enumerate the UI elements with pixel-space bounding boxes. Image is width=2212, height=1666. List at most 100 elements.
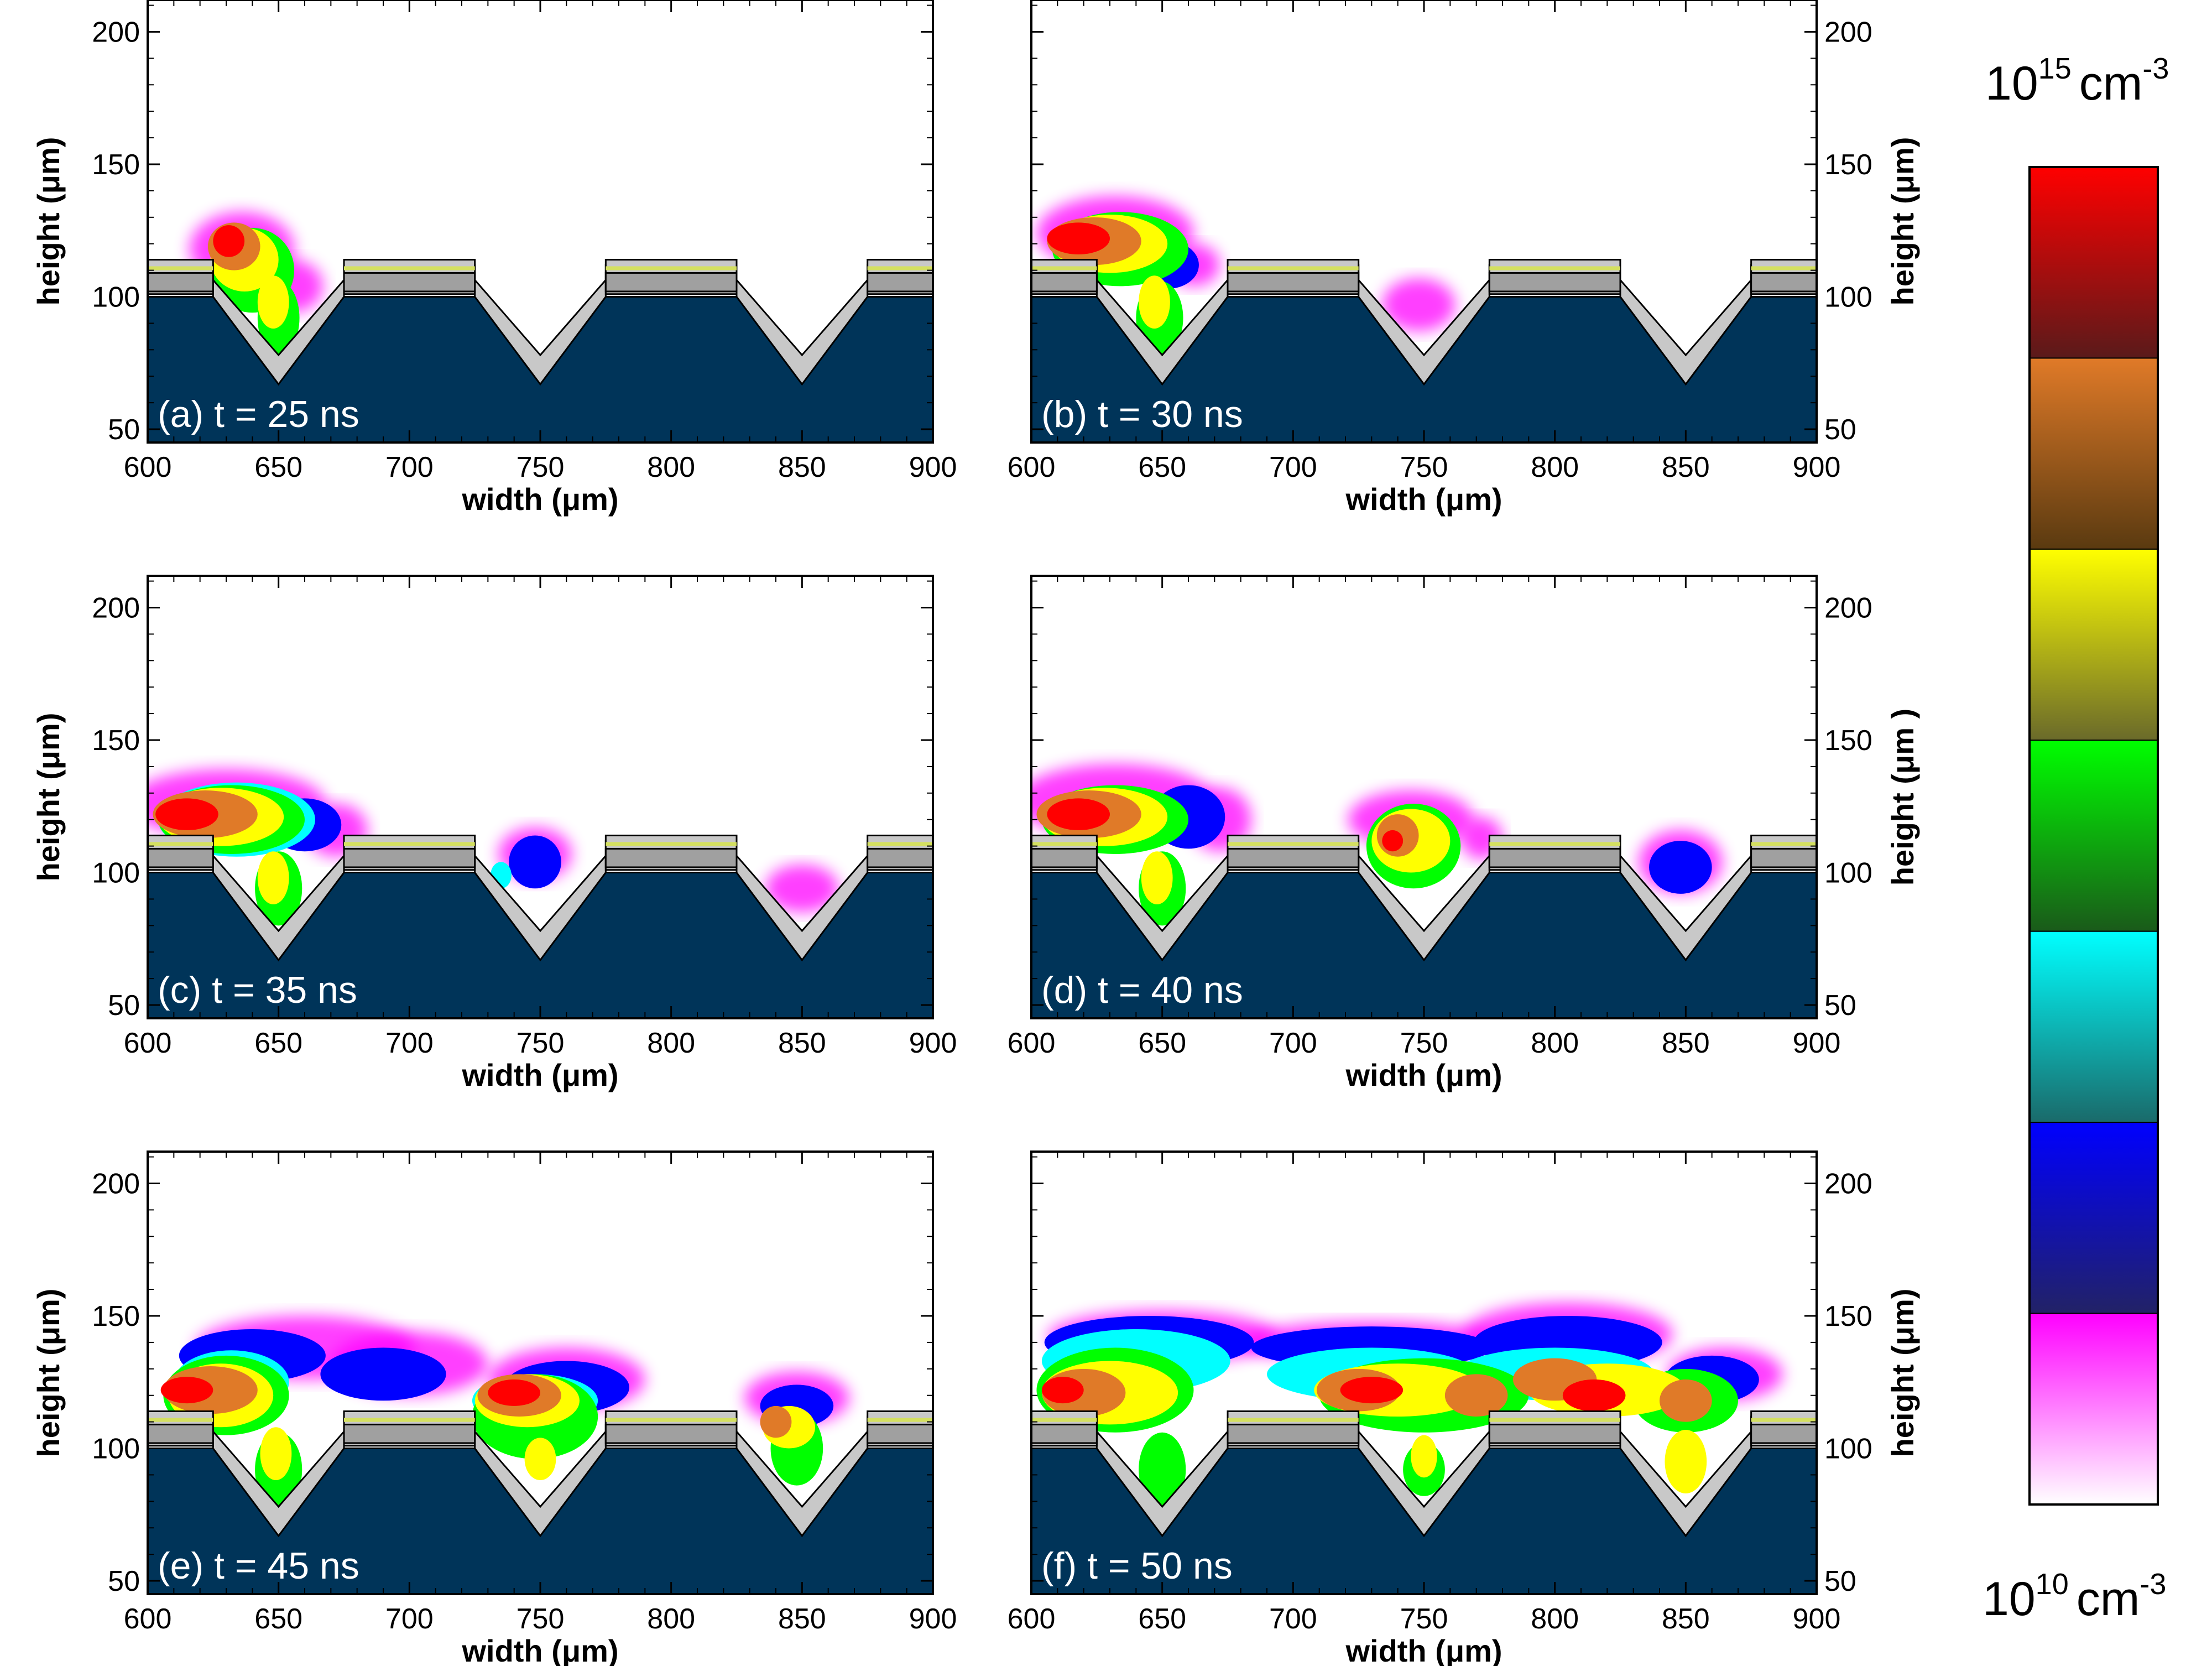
plot-area <box>148 576 933 1018</box>
density-contour <box>524 1438 556 1481</box>
density-contour <box>257 851 289 905</box>
x-tick-label: 800 <box>1531 1603 1579 1635</box>
plot-area <box>148 1152 933 1594</box>
y-tick-label: 200 <box>1824 592 1872 624</box>
electrode <box>1031 272 1098 293</box>
y-tick-label: 50 <box>1824 990 1856 1022</box>
x-tick-label: 700 <box>385 1603 434 1635</box>
x-axis-label: width (μm) <box>461 1058 618 1092</box>
electrode <box>1488 847 1621 868</box>
x-tick-label: 650 <box>254 451 302 483</box>
electrode <box>148 1423 214 1444</box>
density-contour <box>155 798 218 830</box>
y-tick-label: 200 <box>92 592 140 624</box>
panel-label: (b) t = 30 ns <box>1041 393 1243 435</box>
electrode <box>604 272 738 293</box>
x-tick-label: 650 <box>1138 451 1186 483</box>
colorbar-band <box>2029 930 2158 1123</box>
x-tick-label: 850 <box>1662 1603 1710 1635</box>
x-tick-label: 750 <box>517 451 565 483</box>
electrode-stripe <box>1228 1418 1359 1422</box>
y-tick-label: 100 <box>92 282 140 314</box>
density-contour <box>1340 1377 1404 1404</box>
colorbar-bands <box>2029 166 2158 1506</box>
density-contour <box>320 1347 446 1401</box>
electrode-stripe <box>344 266 475 270</box>
y-tick-label: 150 <box>1824 725 1872 757</box>
electrode <box>1227 272 1360 293</box>
density-contour <box>1139 275 1170 329</box>
density-contour <box>1411 1435 1437 1478</box>
x-tick-label: 650 <box>254 1603 302 1635</box>
y-tick-label: 50 <box>108 414 140 446</box>
x-axis-label: width (μm) <box>1345 1633 1502 1666</box>
y-tick-label: 100 <box>1824 1433 1872 1465</box>
electrode <box>867 272 933 293</box>
electrode <box>148 847 214 868</box>
density-contour <box>1665 1429 1707 1493</box>
electrode <box>343 1423 476 1444</box>
electrode-stripe <box>1031 266 1097 270</box>
x-tick-label: 900 <box>909 1027 957 1059</box>
panel-a: 600 650 700 750 800 850 900 50 100 150 200 width (μ… <box>31 0 957 517</box>
electrode <box>1031 1423 1098 1444</box>
x-tick-label: 800 <box>647 451 695 483</box>
x-tick-label: 900 <box>909 451 957 483</box>
electrode <box>1227 1423 1360 1444</box>
electrode-stripe <box>867 1418 933 1422</box>
colorbar-frame <box>2028 166 2159 1506</box>
density-contour <box>1382 830 1404 852</box>
x-axis-label: width (μm) <box>1345 1058 1502 1092</box>
plasma-density <box>160 1316 849 1507</box>
electrode-stripe <box>1489 842 1620 846</box>
y-axis-label: height (μm) <box>31 137 66 306</box>
panel-label: (e) t = 45 ns <box>158 1545 359 1587</box>
plot-area <box>1031 0 1817 442</box>
density-contour <box>1041 1377 1084 1404</box>
y-tick-label: 50 <box>108 990 140 1022</box>
panel-c: 600 650 700 750 800 850 900 50 100 150 200 width (μ… <box>31 575 957 1092</box>
x-tick-label: 650 <box>1138 1603 1186 1635</box>
panel-e: 600 650 700 750 800 850 900 50 100 150 200 width (μ… <box>31 1150 957 1666</box>
colorbar-top-label: 1015 cm-3 <box>1985 52 2169 110</box>
y-tick-label: 50 <box>1824 1565 1856 1597</box>
colorbar: 1015 cm-3 1010 cm-3 <box>1983 52 2169 1626</box>
colorbar-band <box>2029 740 2158 932</box>
electrode-stripe <box>1228 842 1359 846</box>
density-contour <box>257 275 289 329</box>
x-tick-label: 900 <box>1793 451 1841 483</box>
density-contour <box>765 865 839 913</box>
x-tick-label: 600 <box>1008 1603 1056 1635</box>
electrode <box>1031 847 1098 868</box>
x-axis-label: width (μm) <box>461 482 618 517</box>
x-tick-label: 800 <box>1531 451 1579 483</box>
density-contour <box>1382 278 1455 331</box>
y-tick-label: 100 <box>1824 857 1872 889</box>
density-contour <box>260 1427 292 1481</box>
density-contour <box>1649 841 1712 894</box>
electrode-stripe <box>867 842 933 846</box>
x-tick-label: 750 <box>1400 1027 1448 1059</box>
y-tick-label: 100 <box>92 1433 140 1465</box>
y-tick-label: 150 <box>1824 1300 1872 1332</box>
density-contour <box>760 1405 792 1438</box>
plot-area <box>148 0 933 442</box>
x-tick-label: 850 <box>778 1603 826 1635</box>
electrode <box>867 847 933 868</box>
x-axis-label: width (μm) <box>1345 482 1502 517</box>
x-tick-label: 850 <box>778 451 826 483</box>
electrode-stripe <box>1489 266 1620 270</box>
x-tick-label: 600 <box>124 1027 172 1059</box>
x-tick-label: 700 <box>385 1027 434 1059</box>
y-tick-label: 200 <box>92 16 140 48</box>
electrode-stripe <box>606 266 737 270</box>
density-contour <box>160 1377 213 1404</box>
electrode <box>343 847 476 868</box>
x-tick-label: 800 <box>647 1603 695 1635</box>
electrode <box>1750 847 1817 868</box>
y-axis-label: height (μm) <box>1885 1289 1920 1457</box>
x-tick-label: 650 <box>1138 1027 1186 1059</box>
y-tick-label: 100 <box>1824 282 1872 314</box>
y-axis-label: height (μm) <box>31 1289 66 1457</box>
density-contour <box>213 225 245 257</box>
